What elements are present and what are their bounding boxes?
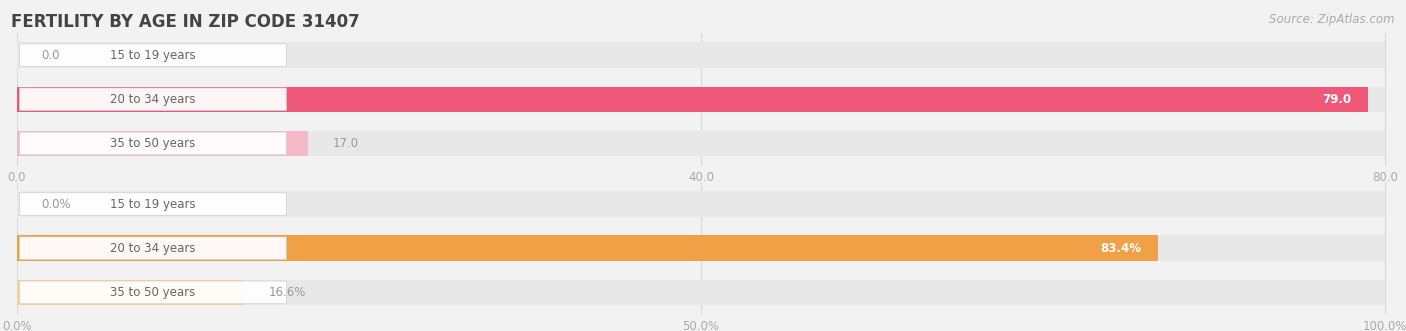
Text: 35 to 50 years: 35 to 50 years (111, 286, 195, 299)
Bar (17, 191, 1385, 217)
Text: 20 to 34 years: 20 to 34 years (110, 93, 195, 106)
FancyBboxPatch shape (20, 88, 287, 111)
Text: FERTILITY BY AGE IN ZIP CODE 31407: FERTILITY BY AGE IN ZIP CODE 31407 (11, 13, 360, 31)
FancyBboxPatch shape (20, 237, 287, 260)
Text: 0.0: 0.0 (42, 49, 60, 62)
FancyBboxPatch shape (20, 281, 287, 304)
Text: 17.0: 17.0 (332, 137, 359, 150)
Text: 0.0%: 0.0% (42, 198, 72, 211)
FancyBboxPatch shape (20, 44, 287, 67)
Text: 35 to 50 years: 35 to 50 years (111, 137, 195, 150)
Text: 20 to 34 years: 20 to 34 years (110, 242, 195, 255)
Text: Source: ZipAtlas.com: Source: ZipAtlas.com (1270, 13, 1395, 26)
Text: 15 to 19 years: 15 to 19 years (110, 49, 195, 62)
Bar (17, 86, 1368, 112)
FancyBboxPatch shape (20, 193, 287, 215)
Bar (17, 235, 1385, 261)
Text: 16.6%: 16.6% (269, 286, 307, 299)
FancyBboxPatch shape (20, 132, 287, 155)
Bar (17, 235, 1159, 261)
Bar (17, 131, 1385, 156)
Bar (17, 86, 1385, 112)
Text: 79.0: 79.0 (1323, 93, 1351, 106)
Bar (17, 42, 1385, 68)
Bar (17, 280, 1385, 305)
Text: 15 to 19 years: 15 to 19 years (110, 198, 195, 211)
Bar (17, 280, 245, 305)
Bar (17, 131, 308, 156)
Text: 83.4%: 83.4% (1101, 242, 1142, 255)
